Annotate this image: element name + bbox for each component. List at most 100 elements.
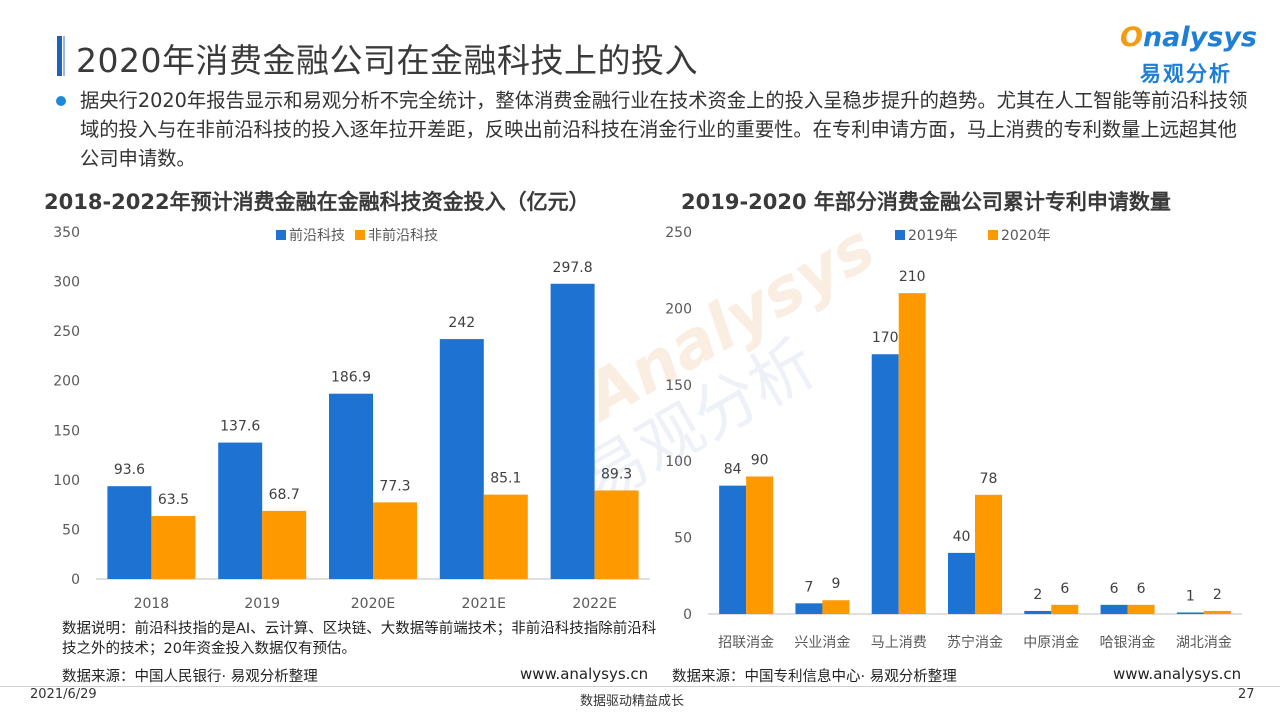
- right-bar-s1: [948, 552, 975, 614]
- right-data-label: 7: [804, 579, 813, 595]
- left-data-label: 85.1: [490, 471, 521, 487]
- left-ytick-label: 150: [53, 423, 80, 439]
- brand-logo: Onalysys: [1120, 22, 1257, 53]
- left-source: 数据来源：中国人民银行· 易观分析整理: [62, 669, 318, 685]
- left-legend-swatch: [355, 230, 365, 240]
- footer-divider: [0, 686, 1280, 687]
- left-data-label: 186.9: [331, 370, 371, 386]
- right-data-label: 170: [872, 330, 899, 346]
- right-chart-title: 2019-2020 年部分消费金融公司累计专利申请数量: [681, 190, 1171, 214]
- right-url[interactable]: www.analysys.cn: [1113, 665, 1242, 683]
- right-category-label: 湖北消金: [1176, 635, 1232, 651]
- left-ytick-label: 250: [53, 324, 80, 340]
- right-ytick-label: 250: [665, 225, 692, 241]
- left-ytick-label: 200: [53, 374, 80, 390]
- left-data-label: 242: [448, 315, 475, 331]
- right-ytick-label: 100: [665, 454, 692, 470]
- left-bar-s2: [151, 516, 196, 579]
- left-bar-s1: [550, 283, 595, 579]
- right-bar-s2: [1051, 604, 1079, 614]
- right-legend-label: 2019年: [908, 228, 958, 244]
- right-ytick-label: 50: [674, 531, 692, 547]
- title-accent-bar-light: [63, 36, 65, 76]
- right-data-label: 78: [980, 471, 998, 487]
- right-legend-label: 2020年: [1001, 228, 1051, 244]
- left-ytick-label: 100: [53, 473, 80, 489]
- left-bar-s2: [594, 490, 639, 579]
- left-bar-s2: [483, 494, 528, 579]
- left-bar-s1: [107, 486, 152, 579]
- right-category-label: 苏宁消金: [947, 634, 1003, 651]
- right-category-label: 招联消金: [718, 635, 774, 651]
- right-ytick-label: 0: [683, 607, 692, 623]
- right-data-label: 84: [724, 462, 742, 478]
- left-category-label: 2020E: [351, 596, 395, 612]
- right-category-label: 兴业消金: [794, 635, 850, 651]
- right-bar-s2: [1127, 604, 1155, 614]
- left-bar-s1: [439, 339, 484, 579]
- right-data-label: 6: [1110, 581, 1119, 597]
- bullet-icon: [56, 96, 66, 106]
- left-ytick-label: 350: [53, 225, 80, 241]
- left-chart-note: 数据说明：前沿科技指的是AI、云计算、区块链、大数据等前端技术；非前沿科技指除前…: [62, 621, 657, 657]
- left-data-label: 93.6: [114, 462, 145, 478]
- right-category-label: 中原消金: [1023, 635, 1079, 651]
- left-ytick-label: 0: [71, 572, 80, 588]
- right-bar-s2: [898, 293, 926, 614]
- left-data-label: 89.3: [601, 466, 632, 482]
- left-bar-s1: [218, 442, 263, 579]
- right-category-label: 马上消费: [871, 635, 927, 651]
- right-data-label: 2: [1033, 587, 1042, 603]
- right-data-label: 210: [899, 269, 926, 285]
- brand-logo-cn: 易观分析: [1140, 62, 1232, 86]
- right-data-label: 2: [1213, 587, 1222, 603]
- right-data-label: 9: [831, 576, 840, 592]
- footer-date: 2021/6/29: [30, 687, 97, 702]
- right-legend-swatch: [895, 230, 905, 240]
- right-bar-s2: [1203, 610, 1231, 614]
- right-data-label: 6: [1060, 581, 1069, 597]
- right-legend-swatch: [988, 230, 998, 240]
- right-bar-s2: [746, 476, 774, 614]
- left-data-label: 137.6: [220, 419, 260, 435]
- right-bar-s1: [719, 485, 747, 614]
- logo-o: O: [1120, 22, 1143, 53]
- footer-slogan: 数据驱动精益成长: [580, 694, 685, 709]
- left-bar-s2: [373, 502, 417, 579]
- left-data-label: 63.5: [158, 492, 189, 508]
- right-bar-s2: [975, 494, 1002, 614]
- right-bar-s1: [871, 354, 899, 614]
- left-data-label: 297.8: [553, 260, 593, 276]
- right-ytick-label: 150: [665, 378, 692, 394]
- left-data-label: 77.3: [379, 478, 410, 494]
- left-data-label: 68.7: [269, 487, 300, 503]
- right-data-label: 40: [953, 529, 971, 545]
- page-number: 27: [1238, 687, 1255, 702]
- left-legend-label: 前沿科技: [289, 227, 345, 244]
- logo-rest: nalysys: [1142, 22, 1257, 53]
- right-bar-s1: [1176, 612, 1204, 614]
- left-bar-s2: [262, 510, 307, 579]
- left-legend-swatch: [276, 230, 286, 240]
- left-category-label: 2019: [244, 596, 280, 612]
- right-data-label: 90: [751, 452, 769, 468]
- right-source: 数据来源：中国专利信息中心· 易观分析整理: [672, 669, 957, 685]
- right-bar-s1: [795, 603, 823, 614]
- left-category-label: 2021E: [462, 596, 506, 612]
- page-title: 2020年消费金融公司在金融科技上的投入: [76, 41, 698, 80]
- left-category-label: 2018: [134, 596, 170, 612]
- right-bar-s1: [1100, 604, 1128, 614]
- right-bar-s1: [1024, 610, 1052, 614]
- left-ytick-label: 300: [53, 275, 80, 291]
- right-bar-s2: [822, 600, 850, 614]
- left-url[interactable]: www.analysys.cn: [520, 665, 649, 683]
- title-accent-bar: [57, 36, 62, 76]
- left-category-label: 2022E: [572, 596, 616, 612]
- right-ytick-label: 200: [665, 301, 692, 317]
- left-legend-label: 非前沿科技: [368, 227, 438, 244]
- summary-text: 据央行2020年报告显示和易观分析不完全统计，整体消费金融行业在技术资金上的投入…: [80, 89, 1248, 170]
- right-data-label: 6: [1137, 581, 1146, 597]
- left-bar-s1: [329, 393, 373, 579]
- left-chart-title: 2018-2022年预计消费金融在金融科技资金投入（亿元）: [44, 190, 590, 214]
